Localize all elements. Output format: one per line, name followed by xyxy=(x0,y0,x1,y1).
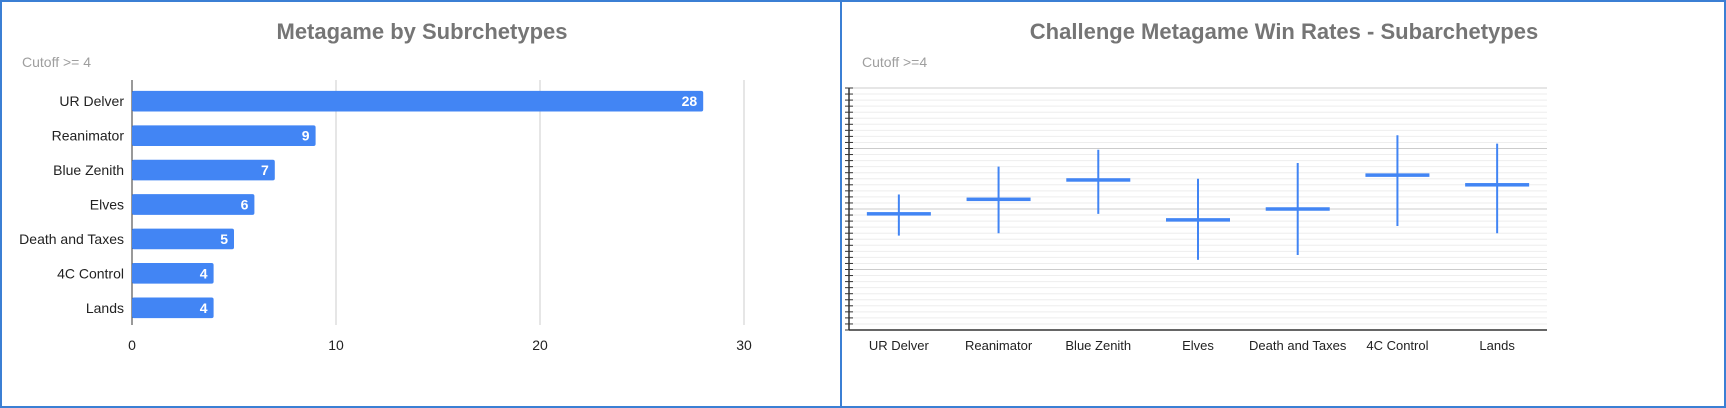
win-rates-chart-panel: Challenge Metagame Win Rates - Subarchet… xyxy=(840,0,1726,408)
bar-value-label: 4 xyxy=(200,300,208,316)
category-label: 4C Control xyxy=(1366,338,1428,353)
category-label: UR Delver xyxy=(59,93,124,109)
bar-value-label: 6 xyxy=(241,197,249,213)
x-tick-label: 0 xyxy=(128,337,136,353)
category-label: Lands xyxy=(86,300,124,316)
win-rates-candlestick-chart: Challenge Metagame Win Rates - Subarchet… xyxy=(845,19,1547,353)
bar xyxy=(132,90,704,112)
x-tick-label: 30 xyxy=(736,337,752,353)
category-label: Blue Zenith xyxy=(1065,338,1131,353)
category-label: Death and Taxes xyxy=(1249,338,1347,353)
metagame-bar-chart: Metagame by Subrchetypes Cutoff >= 4 28 9… xyxy=(19,19,752,353)
category-label: Elves xyxy=(1182,338,1214,353)
category-label: 4C Control xyxy=(57,265,124,281)
chart-subtitle: Cutoff >=4 xyxy=(862,54,927,70)
bar-value-label: 9 xyxy=(302,128,310,144)
category-label: Lands xyxy=(1479,338,1515,353)
category-label: Blue Zenith xyxy=(53,162,124,178)
category-label: Reanimator xyxy=(965,338,1033,353)
candle-body xyxy=(966,197,1031,202)
category-label: Death and Taxes xyxy=(19,231,124,247)
candle-body xyxy=(1066,178,1131,182)
metagame-chart-panel: Metagame by Subrchetypes Cutoff >= 4 28 9… xyxy=(0,0,842,408)
chart-title: Metagame by Subrchetypes xyxy=(277,19,568,44)
bar xyxy=(132,228,234,250)
category-label: Elves xyxy=(90,197,124,213)
chart-subtitle: Cutoff >= 4 xyxy=(22,54,91,70)
candle-body xyxy=(1465,183,1530,187)
bar xyxy=(132,159,275,181)
x-tick-label: 10 xyxy=(328,337,344,353)
bar xyxy=(132,263,214,284)
candle-body xyxy=(1166,218,1230,222)
bar-value-label: 7 xyxy=(261,162,269,178)
bar-value-label: 5 xyxy=(220,231,228,247)
candle-body xyxy=(1265,207,1330,211)
candle-body xyxy=(866,212,931,216)
bar-value-label: 4 xyxy=(200,265,208,281)
chart-title: Challenge Metagame Win Rates - Subarchet… xyxy=(1030,19,1538,44)
bar xyxy=(132,125,316,146)
candle-body xyxy=(1365,173,1430,177)
category-label: UR Delver xyxy=(869,338,930,353)
bar xyxy=(132,194,255,215)
bar-value-label: 28 xyxy=(682,93,698,109)
category-label: Reanimator xyxy=(52,128,125,144)
bar xyxy=(132,297,214,319)
x-tick-label: 20 xyxy=(532,337,548,353)
